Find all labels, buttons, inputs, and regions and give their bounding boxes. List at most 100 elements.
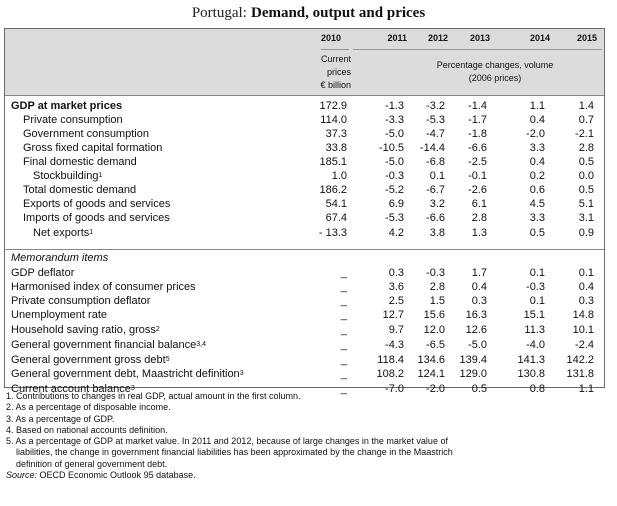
cell-value: 54.1 <box>325 198 347 210</box>
row-label: Government consumption <box>23 128 149 140</box>
cell-value: 6.9 <box>388 198 404 210</box>
cell-value: -1.8 <box>468 128 487 140</box>
cell-value: 12.7 <box>382 309 404 321</box>
cell-value: 16.3 <box>465 309 487 321</box>
table-row: Total domestic demand 186.2 -5.2 -6.7 -2.6 0.… <box>5 183 604 197</box>
cell-value: -6.6 <box>468 142 487 154</box>
cell-value: -5.2 <box>385 184 404 196</box>
cell-value: 0.8 <box>529 383 545 395</box>
cell-value: 3.2 <box>429 198 445 210</box>
table-row: Final domestic demand 185.1 -5.0 -6.8 -2.5 0.… <box>5 155 604 169</box>
row-label: GDP deflator <box>11 267 75 279</box>
cell-value: 0.2 <box>529 170 545 182</box>
table-row: Unemployment rate _ 12.7 15.6 16.3 15.1 14.8 <box>5 308 604 322</box>
footnote-marker: 3 <box>130 385 135 392</box>
cell-value: 37.3 <box>325 128 347 140</box>
cell-value: 11.3 <box>524 324 545 336</box>
cell-value: 0.4 <box>529 114 545 126</box>
cell-value: 33.8 <box>325 142 347 154</box>
footnote-marker: 1 <box>98 172 103 179</box>
cell-value: -3.3 <box>385 114 404 126</box>
cell-value: 0.7 <box>578 114 594 126</box>
cell-value: _ <box>340 309 347 321</box>
table-row: Household saving ratio, gross2 _ 9.7 12.0 12… <box>5 323 604 337</box>
cell-value: -4.3 <box>385 339 404 351</box>
cell-value: 0.5 <box>578 156 594 168</box>
cell-value: -6.8 <box>426 156 445 168</box>
cell-value: 108.2 <box>376 368 404 380</box>
cell-value: -0.3 <box>526 281 545 293</box>
cell-value: _ <box>340 281 347 293</box>
cell-value: 4.2 <box>388 227 404 239</box>
cell-value: -2.5 <box>468 156 487 168</box>
year-header: 2015 <box>576 33 597 43</box>
cell-value: 118.4 <box>377 354 404 366</box>
year-header: 2011 <box>387 33 407 43</box>
cell-value: 1.5 <box>429 295 445 307</box>
table-row: Net exports1 - 13.3 4.2 3.8 1.3 0.5 0.9 <box>5 226 604 240</box>
title-country: Portugal: <box>191 5 247 21</box>
cell-value: 0.1 <box>529 295 545 307</box>
cell-value: 1.1 <box>529 100 545 112</box>
row-label: GDP at market prices <box>11 100 123 112</box>
cell-value: 0.1 <box>529 267 545 279</box>
cell-value: 14.8 <box>572 309 594 321</box>
cell-value: 67.4 <box>325 212 347 224</box>
cell-value: -5.0 <box>385 128 404 140</box>
cell-value: 3.1 <box>578 212 594 224</box>
cell-value: 1.3 <box>471 227 487 239</box>
cell-value: 0.3 <box>471 295 487 307</box>
footnote-marker: 2 <box>155 326 160 333</box>
table-row: GDP at market prices 172.9 -1.3 -3.2 -1.4 1.1… <box>5 99 604 113</box>
footnote: 2. As a percentage of disposable income. <box>6 402 171 413</box>
cell-value: 186.2 <box>319 184 347 196</box>
table-row: General government financial balance3,4 _… <box>5 338 604 352</box>
footnote-marker: 1 <box>89 229 94 236</box>
footnote-marker: 3,4 <box>196 341 207 348</box>
cell-value: -0.3 <box>426 267 445 279</box>
year-header: 2010 <box>320 33 341 43</box>
cell-value: 130.8 <box>517 368 545 380</box>
cell-value: 3.8 <box>429 227 445 239</box>
table-row: Imports of goods and services 67.4 -5.3 -6.… <box>5 211 604 225</box>
table-row: Private consumption 114.0 -3.3 -5.3 -1.7 0.4 0… <box>5 113 604 127</box>
table-row: Gross fixed capital formation 33.8 -10.5 -1… <box>5 141 604 155</box>
volume-note: Percentage changes, volume (2006 prices) <box>436 60 554 83</box>
cell-value: -1.3 <box>385 100 404 112</box>
cell-value: 2.8 <box>429 281 445 293</box>
cell-value: _ <box>340 383 347 395</box>
cell-value: 0.3 <box>388 267 404 279</box>
cell-value: 2.8 <box>471 212 487 224</box>
footnote: 3. As a percentage of GDP. <box>6 413 115 424</box>
cell-value: 185.1 <box>319 156 347 168</box>
table-row: GDP deflator _ 0.3 -0.3 1.7 0.1 0.1 <box>5 266 604 280</box>
cell-value: 1.0 <box>331 170 347 182</box>
cell-value: 12.0 <box>423 324 445 336</box>
table-row: General government gross debt5 _ 118.4 134.… <box>5 353 604 367</box>
row-label: General government debt, Maastricht defi… <box>11 368 244 380</box>
cell-value: 3.3 <box>529 212 545 224</box>
cell-value: -2.6 <box>468 184 487 196</box>
cell-value: 3.3 <box>529 142 545 154</box>
cell-value: 15.1 <box>523 309 545 321</box>
cell-value: 2.5 <box>388 295 404 307</box>
memo-title: Memorandum items <box>11 252 109 264</box>
footnote: liabilities, the change in government fi… <box>16 447 453 458</box>
cell-value: 0.4 <box>529 156 545 168</box>
table-title: Portugal: Demand, output and prices <box>0 0 617 28</box>
row-label: Private consumption deflator <box>11 295 151 307</box>
cell-value: 0.5 <box>471 383 487 395</box>
row-label: Private consumption <box>23 114 123 126</box>
cell-value: 0.9 <box>578 227 594 239</box>
footnote: definition of general government debt. <box>16 458 168 469</box>
row-label: General government gross debt5 <box>11 354 170 366</box>
table-row: Government consumption 37.3 -5.0 -4.7 -1.8 -2… <box>5 127 604 141</box>
cell-value: _ <box>340 295 347 307</box>
table-row: Stockbuilding1 1.0 -0.3 0.1 -0.1 0.2 0.0 <box>5 169 604 183</box>
cell-value: 0.4 <box>578 281 594 293</box>
cell-value: -5.0 <box>468 339 487 351</box>
cell-value: 0.1 <box>578 267 594 279</box>
cell-value: -2.1 <box>575 128 594 140</box>
cell-value: -5.3 <box>426 114 445 126</box>
footnote: 4. Based on national accounts definition… <box>6 424 168 435</box>
